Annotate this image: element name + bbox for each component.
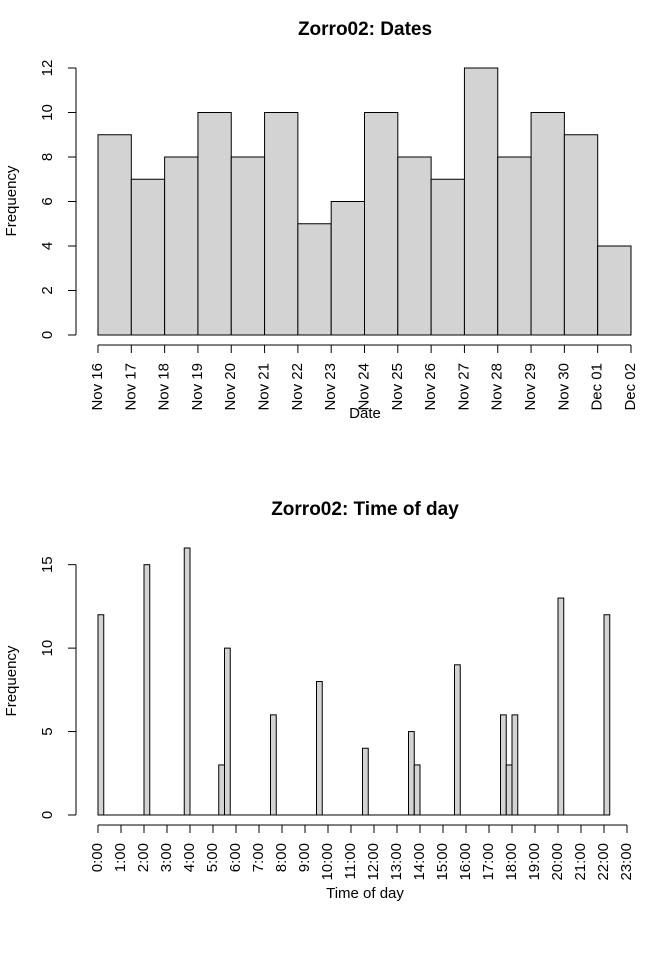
x-tick-label: 4:00 [181, 843, 198, 872]
x-tick-label: 7:00 [250, 843, 267, 872]
x-tick-label: 23:00 [618, 843, 635, 881]
x-tick-label: 14:00 [411, 843, 428, 881]
bar-nov-22 [297, 223, 332, 336]
bar-13-30 [408, 731, 415, 816]
x-tick-label: 22:00 [595, 843, 612, 881]
x-axis-label: Date [349, 405, 381, 422]
y-tick-label: 10 [39, 104, 56, 121]
bar-7-30 [270, 714, 277, 816]
bar-nov-20 [230, 156, 266, 336]
dates-histogram: Zorro02: Dates Frequency Date 024681012 … [3, 19, 639, 422]
x-tick-label: Nov 24 [355, 363, 372, 411]
bar-nov-19 [197, 112, 232, 336]
x-tick-label: Nov 16 [89, 363, 106, 411]
bar-nov-23 [330, 201, 365, 336]
y-tick-label: 2 [39, 286, 56, 294]
x-tick-label: 3:00 [158, 843, 175, 872]
bars [97, 547, 611, 816]
bars [97, 67, 632, 336]
x-axis: Nov 16 Nov 17 Nov 18 Nov 19 Nov 20 Nov 21 Nov … [89, 344, 639, 411]
y-tick-label: 6 [39, 197, 56, 205]
bar-nov-24 [364, 112, 399, 336]
y-tick-label: 15 [39, 556, 56, 573]
x-axis-label: Time of day [326, 885, 404, 902]
x-tick-label: 5:00 [204, 843, 221, 872]
bar-nov-16 [97, 134, 132, 336]
y-tick-label: 5 [39, 727, 56, 735]
bar-15-30 [454, 664, 461, 816]
bar-5-15 [218, 764, 225, 816]
x-tick-label: Nov 21 [256, 363, 273, 411]
x-tick-label: Nov 26 [422, 363, 439, 411]
y-axis: 0 5 10 15 [39, 556, 77, 819]
bar-nov-28 [497, 156, 532, 336]
bar-0-00 [97, 614, 105, 816]
x-tick-label: 0:00 [89, 843, 106, 872]
x-tick-label: Nov 27 [455, 363, 472, 411]
bar-nov-30 [563, 134, 599, 336]
x-tick-label: 10:00 [319, 843, 336, 881]
x-tick-label: 9:00 [296, 843, 313, 872]
x-tick-label: 20:00 [549, 843, 566, 881]
y-axis-label: Frequency [3, 165, 20, 236]
bar-11-30 [362, 747, 369, 816]
x-tick-label: Nov 17 [122, 363, 139, 411]
bar-nov-21 [264, 112, 299, 336]
x-tick-label: 8:00 [273, 843, 290, 872]
bar-dec-01 [597, 245, 632, 336]
time-of-day-histogram: Zorro02: Time of day Frequency Time of d… [3, 499, 635, 902]
bar-17-45 [505, 764, 513, 816]
x-tick-label: 12:00 [365, 843, 382, 881]
x-tick-label: 19:00 [526, 843, 543, 881]
chart-title: Zorro02: Dates [298, 19, 432, 40]
y-axis-label: Frequency [3, 645, 20, 716]
x-tick-label: Nov 25 [389, 363, 406, 411]
x-tick-label: 6:00 [227, 843, 244, 872]
chart-title: Zorro02: Time of day [271, 499, 459, 520]
bar-2-00 [143, 564, 151, 816]
y-axis: 0 2 4 6 8 10 12 [39, 60, 77, 339]
bar-22-00 [603, 614, 611, 816]
x-tick-label: 15:00 [434, 843, 451, 881]
x-tick-label: Nov 22 [289, 363, 306, 411]
bar-9-30 [316, 681, 323, 816]
y-tick-label: 10 [39, 640, 56, 657]
x-tick-label: Nov 23 [322, 363, 339, 411]
x-tick-label: Dec 02 [622, 363, 639, 411]
y-tick-label: 0 [39, 331, 56, 339]
x-tick-label: 16:00 [457, 843, 474, 881]
x-tick-label: Nov 18 [156, 363, 173, 411]
bar-nov-17 [130, 178, 166, 336]
x-tick-label: Nov 28 [489, 363, 506, 411]
bar-nov-26 [430, 178, 465, 336]
x-tick-label: Nov 30 [555, 363, 572, 411]
x-tick-label: Dec 01 [589, 363, 606, 411]
x-tick-label: 17:00 [480, 843, 497, 881]
bar-nov-25 [397, 156, 432, 336]
bar-nov-29 [530, 112, 565, 336]
x-tick-label: 13:00 [388, 843, 405, 881]
bar-20-00 [557, 597, 565, 816]
y-tick-label: 4 [39, 242, 56, 250]
y-tick-label: 8 [39, 153, 56, 161]
x-tick-label: 2:00 [135, 843, 152, 872]
bar-18-00 [511, 714, 519, 816]
bar-17-30 [500, 714, 507, 816]
bar-nov-27 [463, 67, 499, 336]
x-tick-label: Nov 20 [222, 363, 239, 411]
y-tick-label: 0 [39, 811, 56, 819]
bar-nov-18 [164, 156, 199, 336]
bar-3-45 [183, 547, 191, 816]
bar-13-45 [413, 764, 421, 816]
x-tick-label: Nov 29 [522, 363, 539, 411]
x-tick-label: Nov 19 [189, 363, 206, 411]
x-axis: 0:00 1:00 2:00 3:00 4:00 5:00 6:00 7:00 8:00 9:00… [89, 824, 635, 881]
bar-5-30 [224, 647, 231, 816]
x-tick-label: 11:00 [342, 843, 359, 879]
y-tick-label: 12 [39, 60, 56, 77]
x-tick-label: 21:00 [572, 843, 589, 881]
x-tick-label: 1:00 [112, 843, 129, 872]
x-tick-label: 18:00 [503, 843, 520, 881]
